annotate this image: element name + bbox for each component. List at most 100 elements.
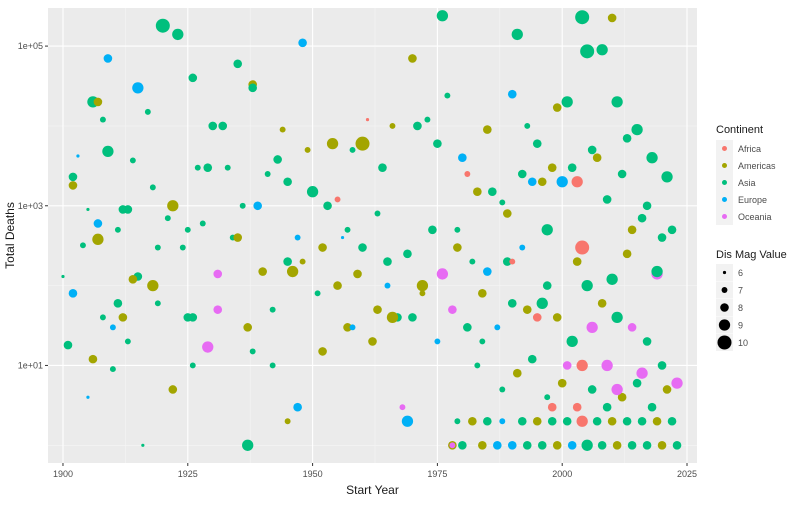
data-point [179,244,186,251]
y-axis-title: Total Deaths [3,202,17,269]
data-point [129,157,136,164]
data-point [374,210,381,217]
data-point [632,378,642,388]
data-point [479,338,486,345]
data-point [627,323,637,332]
data-point [349,147,356,153]
data-point [294,234,301,241]
data-point [326,137,339,150]
data-point [343,323,352,332]
data-point [511,28,523,41]
data-point [389,122,396,129]
data-point [544,394,551,401]
data-point [92,233,104,245]
data-point [132,82,144,94]
data-point [586,321,598,334]
legend-color-label: Africa [738,144,761,154]
data-point [253,201,262,211]
data-point [318,243,327,252]
data-point [499,418,506,425]
data-point [154,300,161,307]
data-point [592,416,602,426]
data-point [622,416,632,426]
data-point [167,200,179,212]
data-point [463,323,472,332]
data-point [507,299,517,308]
data-point [532,313,542,322]
data-point [203,163,213,172]
data-point [68,289,78,298]
data-point [567,440,577,450]
data-point [458,440,467,450]
data-point [536,297,548,309]
data-point [507,440,517,450]
data-point [642,201,652,211]
data-point [365,118,370,122]
legend-color-label: Asia [738,178,756,188]
data-point [575,240,590,255]
legend-size-swatch [718,319,731,331]
data-point [189,362,196,369]
data-point [436,10,449,22]
data-point [561,96,573,108]
data-point [448,305,457,314]
data-point [208,121,218,131]
data-point [233,233,243,242]
data-point [502,209,512,218]
data-point [243,323,252,332]
data-point [524,122,531,129]
data-point [597,299,607,308]
data-point [541,224,553,236]
data-point [248,83,257,93]
data-point [386,311,399,324]
x-tick-label: 2025 [677,469,697,479]
data-point [86,395,90,399]
data-point [532,139,542,148]
data-point [502,257,512,266]
data-point [464,171,471,177]
data-point [155,18,170,33]
data-point [576,359,588,372]
data-point [547,163,557,172]
plot-panel [48,8,697,463]
data-point [323,201,332,211]
data-point [433,139,442,148]
legend-color-label: Oceania [738,212,772,222]
legend-color-swatch [722,197,727,202]
data-point [383,257,392,266]
data-point [657,233,667,242]
data-point [469,258,476,265]
data-point [552,103,562,112]
legend-size-swatch [721,287,728,293]
x-tick-label: 1975 [427,469,447,479]
data-point [522,440,532,450]
data-point [507,89,517,99]
data-point [478,440,487,450]
data-point [118,313,128,322]
data-point [86,207,90,212]
data-point [537,177,547,187]
data-point [242,439,254,451]
data-point [667,225,677,235]
legend-color-label: Europe [738,195,767,205]
data-point [340,235,345,240]
data-point [567,163,577,172]
data-point [473,187,482,197]
data-point [627,225,637,235]
data-point [424,116,431,123]
data-point [642,337,652,346]
size-legend-title: Dis Mag Value [716,249,787,261]
data-point [547,416,557,426]
data-point [349,324,356,331]
data-point [334,196,341,203]
data-point [499,199,506,206]
data-point [68,172,78,182]
data-point [652,416,662,426]
data-point [572,402,582,412]
legend-size-swatch [722,270,727,275]
data-point [113,299,123,308]
continent-legend: Continent Africa Americas Asia Europe Oceani… [716,124,776,225]
data-point [542,281,552,290]
data-point [258,267,267,276]
